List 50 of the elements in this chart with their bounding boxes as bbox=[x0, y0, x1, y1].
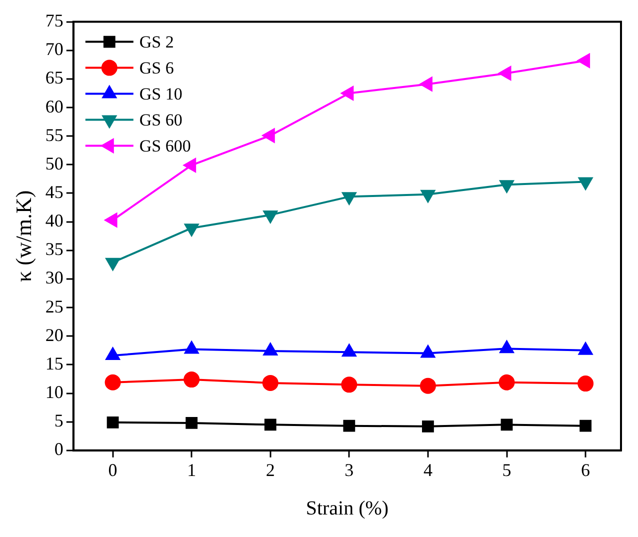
y-tick-label: 20 bbox=[45, 324, 64, 345]
x-tick-label: 2 bbox=[266, 460, 275, 480]
y-tick-label: 40 bbox=[45, 210, 64, 231]
y-tick-label: 10 bbox=[45, 382, 64, 402]
x-tick-label: 3 bbox=[344, 460, 354, 480]
x-tick-label: 4 bbox=[423, 460, 432, 480]
y-tick-label: 35 bbox=[45, 239, 64, 260]
y-tick-label: 45 bbox=[45, 182, 64, 202]
y-tick-label: 65 bbox=[45, 68, 64, 88]
point bbox=[341, 376, 358, 393]
legend-label: GS 2 bbox=[139, 32, 174, 52]
point bbox=[498, 66, 512, 80]
point bbox=[422, 420, 434, 432]
point bbox=[264, 418, 276, 431]
point bbox=[184, 372, 200, 388]
point bbox=[341, 86, 354, 100]
y-tick-label: 70 bbox=[45, 39, 64, 60]
x-tick-label: 5 bbox=[502, 460, 512, 480]
y-tick-label: 75 bbox=[45, 10, 64, 31]
y-tick-label: 5 bbox=[54, 410, 64, 431]
y-tick-label: 55 bbox=[45, 124, 64, 145]
legend-label: GS 6 bbox=[139, 58, 174, 78]
y-tick-label: 60 bbox=[45, 96, 64, 116]
point bbox=[578, 54, 590, 68]
point bbox=[580, 420, 592, 432]
y-tick-label: 25 bbox=[45, 296, 64, 316]
point bbox=[184, 158, 196, 172]
point bbox=[104, 374, 121, 390]
point bbox=[500, 418, 513, 431]
x-tick-label: 0 bbox=[108, 460, 118, 480]
point bbox=[420, 378, 436, 394]
y-tick-label: 50 bbox=[45, 153, 64, 174]
x-tick-label: 6 bbox=[581, 460, 590, 480]
legend-label: GS 600 bbox=[139, 136, 191, 156]
x-axis-title: Strain (%) bbox=[306, 497, 389, 520]
y-tick-label: 15 bbox=[45, 353, 64, 374]
y-tick-label: 0 bbox=[54, 439, 64, 460]
point bbox=[498, 374, 515, 390]
point bbox=[186, 417, 198, 429]
point bbox=[343, 420, 356, 432]
point bbox=[106, 416, 119, 428]
y-tick-label: 30 bbox=[45, 268, 64, 288]
legend-label: GS 10 bbox=[139, 84, 182, 104]
point bbox=[263, 210, 278, 223]
y-axis-title: κ (w/m.K) bbox=[10, 190, 36, 282]
point bbox=[578, 376, 594, 392]
point bbox=[106, 348, 120, 360]
legend-label: GS 60 bbox=[139, 110, 182, 130]
x-tick-label: 1 bbox=[187, 460, 196, 480]
point bbox=[262, 374, 278, 391]
